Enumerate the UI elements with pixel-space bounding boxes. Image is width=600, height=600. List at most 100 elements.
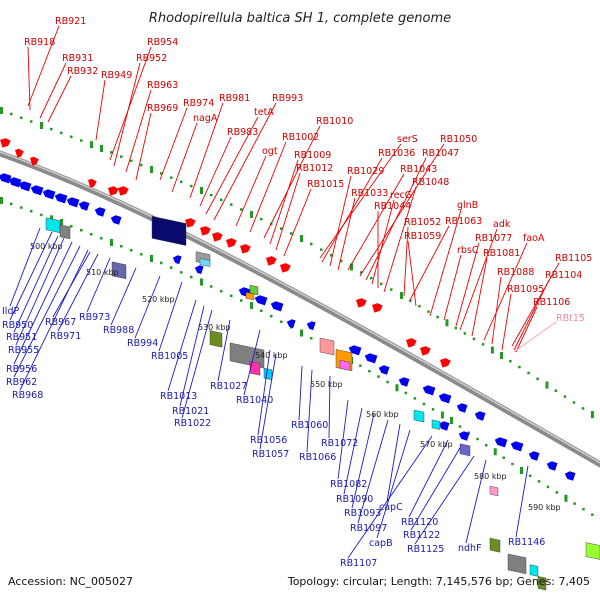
reverse-gene-label[interactable]: RB962 — [6, 377, 37, 388]
forward-gene-label[interactable]: RB1043 — [400, 164, 437, 175]
track-tick — [431, 408, 435, 411]
track-tick — [180, 180, 183, 184]
track-tick — [370, 276, 373, 280]
reverse-gene-label[interactable]: ndhF — [458, 543, 482, 554]
forward-gene-label[interactable]: RB1012 — [296, 163, 333, 174]
forward-gene-label[interactable]: RB974 — [183, 98, 214, 109]
forward-gene-label[interactable]: RB1009 — [294, 150, 331, 161]
forward-gene-label[interactable]: faoA — [523, 233, 545, 244]
forward-gene-label[interactable]: RB1050 — [440, 134, 477, 145]
forward-gene-label[interactable]: RB1052 — [404, 217, 441, 228]
reverse-gene-label[interactable]: RB1066 — [299, 452, 336, 463]
forward-gene-label[interactable]: RB1033 — [351, 188, 388, 199]
reverse-gene-label[interactable]: IldP — [2, 306, 19, 317]
forward-gene-label[interactable]: glnB — [457, 200, 478, 211]
forward-gene-label[interactable]: RB932 — [67, 66, 98, 77]
track-tick — [409, 299, 412, 302]
forward-gene-label[interactable]: tetA — [254, 107, 274, 118]
forward-gene-label[interactable]: RB969 — [147, 103, 178, 114]
forward-gene-label[interactable]: RB1104 — [545, 270, 582, 281]
forward-gene-label[interactable]: RB1015 — [307, 179, 344, 190]
reverse-gene-label[interactable]: RB968 — [12, 390, 43, 401]
forward-gene-label[interactable]: RB993 — [272, 93, 303, 104]
forward-gene-label[interactable]: RB1095 — [507, 284, 544, 295]
forward-gene-label[interactable]: RB1036 — [378, 148, 415, 159]
reverse-gene-label[interactable]: RB1056 — [250, 435, 287, 446]
forward-gene-label[interactable]: nagA — [193, 113, 218, 124]
forward-gene-label[interactable]: RB1047 — [422, 148, 459, 159]
reverse-gene-label[interactable]: capC — [379, 502, 403, 513]
reverse-gene-label[interactable]: RB994 — [127, 338, 158, 349]
forward-gene-label[interactable]: RB1029 — [347, 166, 384, 177]
forward-gene-label[interactable]: RB1010 — [316, 116, 353, 127]
forward-gene-label[interactable]: RB1059 — [404, 231, 441, 242]
track-tick — [270, 315, 273, 318]
label-leader — [263, 125, 321, 239]
forward-gene-label[interactable]: RB1002 — [282, 132, 319, 143]
reverse-gene-label[interactable]: RB955 — [8, 345, 39, 356]
track-tick — [572, 401, 576, 404]
reverse-gene-label[interactable]: RB1122 — [403, 530, 440, 541]
reverse-gene-label[interactable]: capB — [369, 538, 393, 549]
rna-gene-label[interactable]: RBt15 — [556, 313, 585, 324]
forward-gene-label[interactable]: RB1105 — [555, 253, 592, 264]
reverse-gene-label[interactable]: RB950 — [2, 320, 33, 331]
forward-gene-label[interactable]: RB1063 — [445, 216, 482, 227]
forward-gene-label[interactable]: RB949 — [101, 70, 132, 81]
feature-block — [529, 564, 539, 577]
forward-gene-label[interactable]: adk — [493, 219, 511, 230]
forward-gene-label[interactable]: recG — [390, 190, 412, 201]
reverse-gene-label[interactable]: RB956 — [6, 364, 37, 375]
forward-gene-label[interactable]: RB918 — [24, 37, 55, 48]
reverse-gene-label[interactable]: RB1027 — [210, 381, 247, 392]
forward-gene-label[interactable]: RB952 — [136, 53, 167, 64]
forward-gene-label[interactable]: rbsC — [457, 245, 479, 256]
forward-gene-label[interactable]: RB1048 — [412, 177, 449, 188]
forward-gene-label[interactable]: RB1106 — [533, 297, 570, 308]
label-leader — [217, 319, 231, 382]
feature-block — [199, 258, 211, 267]
reverse-gene — [30, 185, 44, 196]
reverse-gene-label[interactable]: RB1146 — [508, 537, 545, 548]
label-leader — [283, 188, 312, 257]
reverse-gene-label[interactable]: RB1082 — [330, 479, 367, 490]
label-leader — [19, 249, 89, 391]
reverse-gene-label[interactable]: RB967 — [45, 317, 76, 328]
reverse-gene-label[interactable]: RB1060 — [291, 420, 328, 431]
forward-gene-label[interactable]: RB1088 — [497, 267, 534, 278]
reverse-gene-label[interactable]: RB988 — [103, 325, 134, 336]
reverse-gene-label[interactable]: RB1090 — [336, 494, 373, 505]
reverse-gene-label[interactable]: RB1120 — [401, 517, 438, 528]
label-leader — [409, 225, 450, 301]
reverse-gene-label[interactable]: RB1022 — [174, 418, 211, 429]
track-tick — [140, 253, 143, 256]
reverse-gene-label[interactable]: RB1057 — [252, 449, 289, 460]
forward-gene-label[interactable]: serS — [397, 134, 418, 145]
forward-gene-label[interactable]: RB983 — [227, 127, 258, 138]
forward-gene-label[interactable]: RB981 — [219, 93, 250, 104]
reverse-gene-label[interactable]: RB1021 — [172, 406, 209, 417]
track-tick — [250, 302, 253, 309]
reverse-gene-label[interactable]: RB1072 — [321, 438, 358, 449]
track-tick — [445, 319, 449, 327]
reverse-gene-label[interactable]: RB1013 — [160, 391, 197, 402]
forward-gene-label[interactable]: RB963 — [147, 80, 178, 91]
reverse-gene-label[interactable]: RB971 — [50, 331, 81, 342]
forward-gene-label[interactable]: RB1044 — [374, 201, 411, 212]
reverse-gene-label[interactable]: RB1040 — [236, 395, 273, 406]
label-leader — [408, 439, 449, 518]
reverse-gene-label[interactable]: RB973 — [79, 312, 110, 323]
forward-gene-label[interactable]: RB921 — [55, 16, 86, 27]
reverse-gene-label[interactable]: RB1093 — [344, 508, 381, 519]
forward-gene-label[interactable]: RB1081 — [483, 248, 520, 259]
reverse-gene-label[interactable]: RB1005 — [151, 351, 188, 362]
forward-gene-label[interactable]: ogt — [262, 146, 278, 157]
forward-gene — [212, 232, 223, 242]
reverse-gene-label[interactable]: RB1107 — [340, 558, 377, 569]
reverse-gene-label[interactable]: RB1125 — [407, 544, 444, 555]
label-leader — [455, 242, 480, 327]
forward-gene-label[interactable]: RB954 — [147, 37, 178, 48]
label-leader — [235, 155, 267, 227]
forward-gene-label[interactable]: RB931 — [62, 53, 93, 64]
reverse-gene-label[interactable]: RB951 — [6, 332, 37, 343]
